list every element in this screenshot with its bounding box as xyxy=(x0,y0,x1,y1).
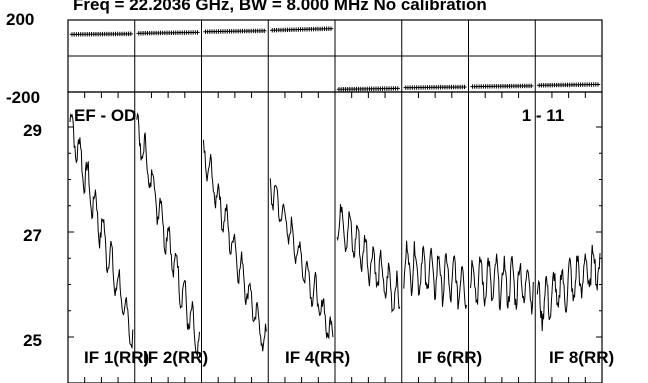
baseline-annotation: EF - OD xyxy=(74,106,136,125)
amp-series-4 xyxy=(269,178,334,340)
amp-series-2 xyxy=(136,112,200,357)
phase-series-5 xyxy=(336,86,400,92)
if-label-1: IF 1(RR) xyxy=(84,348,149,367)
phase-series-3 xyxy=(203,28,267,34)
phase-data-points xyxy=(69,26,601,92)
amplitude-lines xyxy=(69,112,601,357)
amp-series-6 xyxy=(403,240,467,310)
amplitude-tick-marks xyxy=(68,92,602,383)
amp-series-3 xyxy=(203,139,267,352)
amp-series-5 xyxy=(336,204,401,314)
amp-series-7 xyxy=(470,253,534,315)
phase-series-6 xyxy=(403,84,467,90)
phase-ytick-label-bottom: -200 xyxy=(6,88,40,107)
amp-series-8 xyxy=(536,244,601,332)
if-label-6: IF 6(RR) xyxy=(417,348,482,367)
if-label-2: IF 2(RR) xyxy=(143,348,208,367)
scan-range-annotation: 1 - 11 xyxy=(522,106,565,125)
amplitude-dividers xyxy=(134,92,536,383)
amp-series-1 xyxy=(69,113,134,349)
phase-series-2 xyxy=(136,30,200,36)
phase-ytick-label-top: 200 xyxy=(6,10,34,29)
if-label-8: IF 8(RR) xyxy=(549,348,614,367)
if-labels: IF 1(RR) IF 2(RR) IF 4(RR) IF 6(RR) IF 8… xyxy=(84,348,614,367)
amp-ytick-label-29: 29 xyxy=(23,121,42,140)
if-label-4: IF 4(RR) xyxy=(285,348,350,367)
phase-series-8 xyxy=(537,82,601,88)
phase-series-1 xyxy=(69,31,133,37)
phase-series-4 xyxy=(270,26,334,33)
amplitude-ytick-labels: 29 27 25 xyxy=(23,121,42,350)
amp-ytick-label-27: 27 xyxy=(23,226,42,245)
phase-dividers xyxy=(134,20,536,92)
amp-ytick-label-25: 25 xyxy=(23,331,42,350)
amplitude-panel: 29 27 25 EF - OD 1 - 11 IF 1(RR) IF 2(RR… xyxy=(23,91,614,383)
chart-title: Freq = 22.2036 GHz, BW = 8.000 MHz No ca… xyxy=(73,0,487,14)
phase-series-7 xyxy=(470,83,534,89)
